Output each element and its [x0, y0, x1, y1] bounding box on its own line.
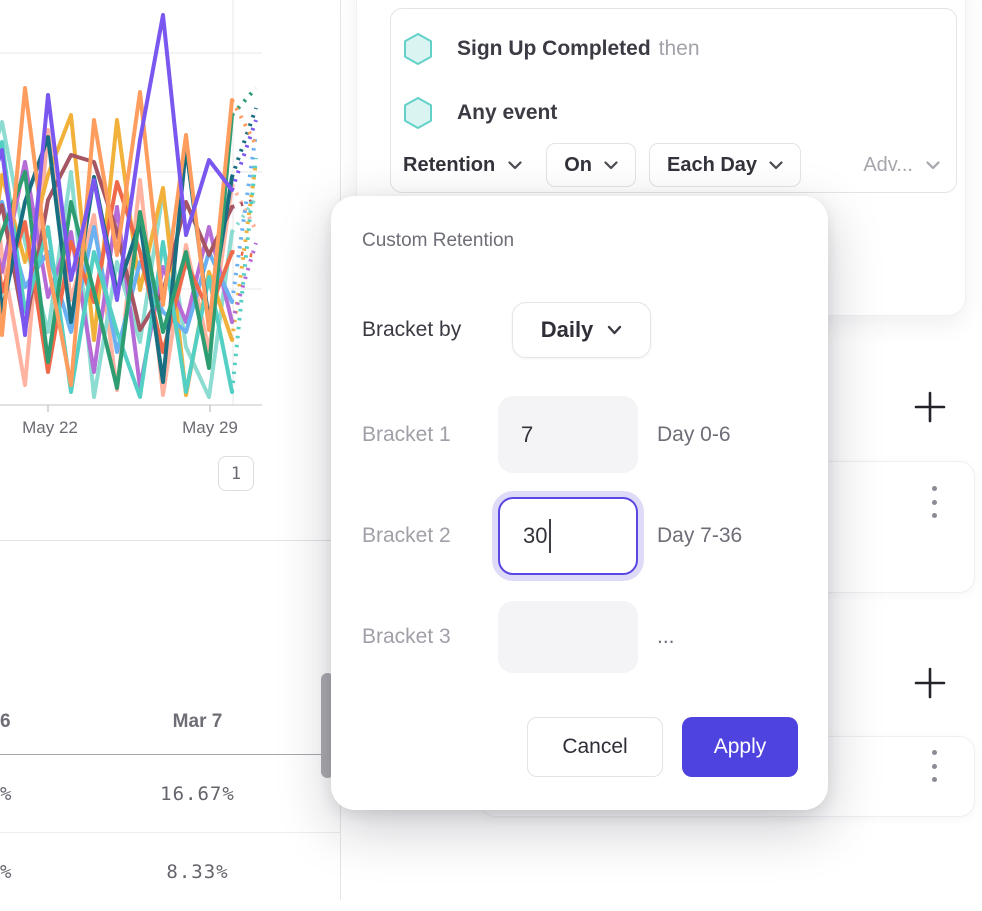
add-report-section-button[interactable]: [912, 665, 948, 701]
chart-line-dotted-tail: [231, 250, 257, 258]
chart-line: [0, 140, 234, 399]
x-axis-tick-label: May 22: [22, 418, 78, 437]
chart-line-dotted-tail: [230, 184, 258, 231]
x-axis-tick-label: May 29: [182, 418, 238, 437]
chart-line-dotted-tail: [230, 86, 258, 117]
chart-line: [0, 86, 234, 387]
chevron-down-icon: [604, 160, 618, 170]
retention-table: 6 Mar 7 % 16.67% % 8.33%: [0, 690, 341, 911]
kebab-menu-icon[interactable]: [927, 486, 941, 518]
bracket-1-value: 7: [521, 421, 534, 447]
bracket-3-range: ...: [657, 625, 675, 648]
bracket-3-input[interactable]: [498, 601, 638, 673]
bracket-row-1: Bracket 1 7 Day 0-6: [362, 396, 797, 473]
hexagon-event-icon: [404, 97, 432, 129]
event-step-suffix: then: [658, 37, 700, 60]
bracket-2-label: Bracket 2: [362, 524, 451, 547]
bracket-1-input[interactable]: 7: [498, 396, 638, 473]
bracket-by-label: Bracket by: [362, 318, 462, 341]
kebab-menu-icon[interactable]: [927, 750, 941, 782]
measure-dropdown[interactable]: Retention: [403, 154, 522, 177]
table-cell-partial: %: [0, 782, 12, 805]
chevron-down-icon: [769, 160, 783, 170]
hexagon-event-icon: [404, 33, 432, 65]
chevron-down-icon: [926, 160, 940, 170]
table-cell-partial: %: [0, 861, 12, 883]
bracket-2-value: 30: [523, 523, 548, 548]
event-step-row[interactable]: Any event: [404, 92, 565, 134]
table-cell-value: 16.67%: [160, 782, 235, 805]
table-row[interactable]: % 16.67%: [0, 755, 341, 833]
table-cell-value: 8.33%: [166, 861, 229, 883]
event-step-row[interactable]: Sign Up Completed then: [404, 28, 700, 70]
bracket-1-label: Bracket 1: [362, 422, 451, 446]
bracket-by-row: Bracket by Daily: [362, 302, 797, 358]
add-report-section-button[interactable]: [912, 389, 948, 425]
table-row[interactable]: % 8.33%: [0, 833, 341, 911]
bracket-row-3: Bracket 3 ...: [362, 601, 797, 673]
plus-icon: [914, 667, 946, 699]
interval-dropdown-label: Each Day: [667, 153, 758, 176]
custom-retention-modal: Custom Retention Bracket by Daily Bracke…: [331, 196, 828, 810]
table-header-partial: 6: [0, 711, 11, 732]
bracket-row-2: Bracket 2 30 Day 7-36: [362, 497, 797, 575]
chart-line-dotted-tail: [230, 132, 258, 303]
bracket-3-label: Bracket 3: [362, 625, 451, 648]
apply-button[interactable]: Apply: [682, 717, 798, 777]
chevron-down-icon: [607, 325, 622, 335]
advanced-dropdown[interactable]: Adv...: [863, 154, 940, 177]
chevron-down-icon: [508, 160, 522, 170]
table-header-mar7: Mar 7: [172, 711, 223, 732]
chart-line: [0, 113, 234, 390]
section-divider: [0, 540, 341, 541]
builder-controls-row: Retention On Each Day Adv...: [403, 143, 948, 187]
chart-line-dotted-tail: [230, 157, 258, 393]
text-cursor: [549, 519, 552, 553]
retention-line-chart: [0, 0, 342, 415]
advanced-dropdown-label: Adv...: [863, 153, 913, 176]
table-header-row: 6 Mar 7: [0, 690, 341, 755]
bracket-2-range: Day 7-36: [657, 524, 743, 547]
bracket-by-value: Daily: [540, 317, 594, 342]
modal-title: Custom Retention: [362, 230, 515, 251]
bracket-by-dropdown[interactable]: Daily: [512, 302, 651, 358]
retention-chart: [0, 0, 262, 412]
pagination-page-button[interactable]: 1: [218, 456, 254, 491]
modal-button-row: Cancel Apply: [331, 717, 828, 777]
event-step-label[interactable]: Sign Up Completed: [457, 37, 651, 60]
chart-line: [0, 13, 234, 337]
on-dropdown-label: On: [564, 153, 592, 176]
on-dropdown-button[interactable]: On: [546, 143, 636, 187]
plus-icon: [914, 391, 946, 423]
builder-step-card: Sign Up Completed then Any event Retenti…: [390, 8, 957, 193]
chart-line-dotted-tail: [230, 107, 258, 178]
chart-line-dotted-tail: [230, 119, 258, 191]
chart-line-dotted-tail: [230, 99, 258, 146]
measure-dropdown-label: Retention: [403, 153, 496, 176]
event-step-label[interactable]: Any event: [457, 101, 558, 124]
bracket-2-input[interactable]: 30: [498, 497, 638, 575]
bracket-1-range: Day 0-6: [657, 422, 731, 446]
cancel-button[interactable]: Cancel: [527, 717, 663, 777]
scrollbar-thumb[interactable]: [321, 673, 334, 778]
interval-dropdown-button[interactable]: Each Day: [649, 143, 802, 187]
